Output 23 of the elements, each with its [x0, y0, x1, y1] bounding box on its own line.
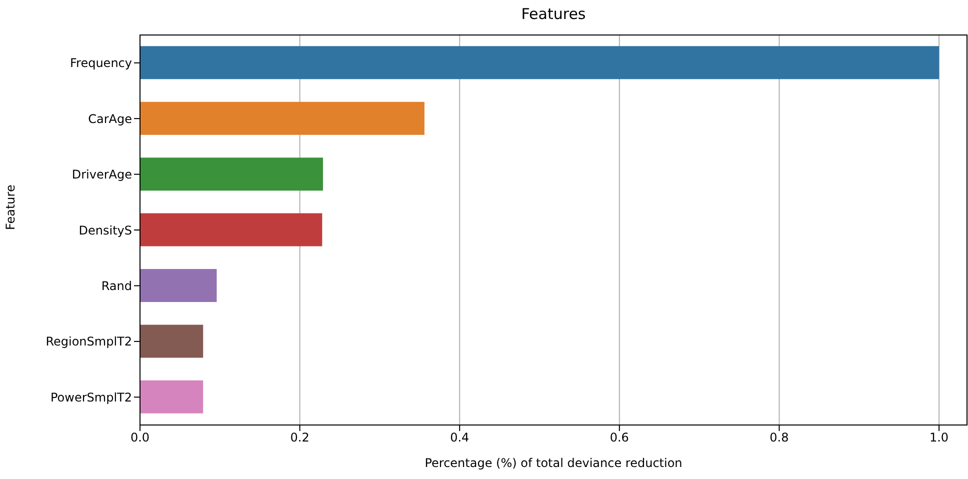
bar	[140, 380, 204, 414]
y-tick-label: Rand	[101, 278, 132, 293]
y-tick-label: DriverAge	[72, 168, 132, 182]
x-axis-title: Percentage (%) of total deviance reduction	[424, 456, 682, 470]
chart-title: Features	[520, 5, 587, 23]
x-tick-label: 0.2	[290, 430, 310, 445]
bar	[140, 269, 217, 302]
x-tick-label: 0.6	[610, 430, 629, 445]
x-tick-label: 1.0	[929, 430, 949, 445]
bar	[140, 324, 204, 358]
x-tick-label: 0.0	[130, 430, 150, 445]
bar	[140, 46, 940, 80]
bar	[140, 102, 424, 135]
y-axis-title: Feature	[3, 184, 18, 230]
x-tick-label: 0.4	[450, 430, 470, 445]
bar	[140, 158, 323, 191]
y-tick-label: PowerSmplT2	[50, 390, 132, 404]
y-tick-label: DensityS	[78, 223, 132, 238]
y-tick-label: CarAge	[88, 112, 132, 126]
y-tick-label: Frequency	[70, 56, 132, 70]
x-tick-label: 0.8	[770, 430, 789, 445]
bar	[140, 213, 322, 246]
y-tick-label: RegionSmplT2	[46, 334, 132, 349]
